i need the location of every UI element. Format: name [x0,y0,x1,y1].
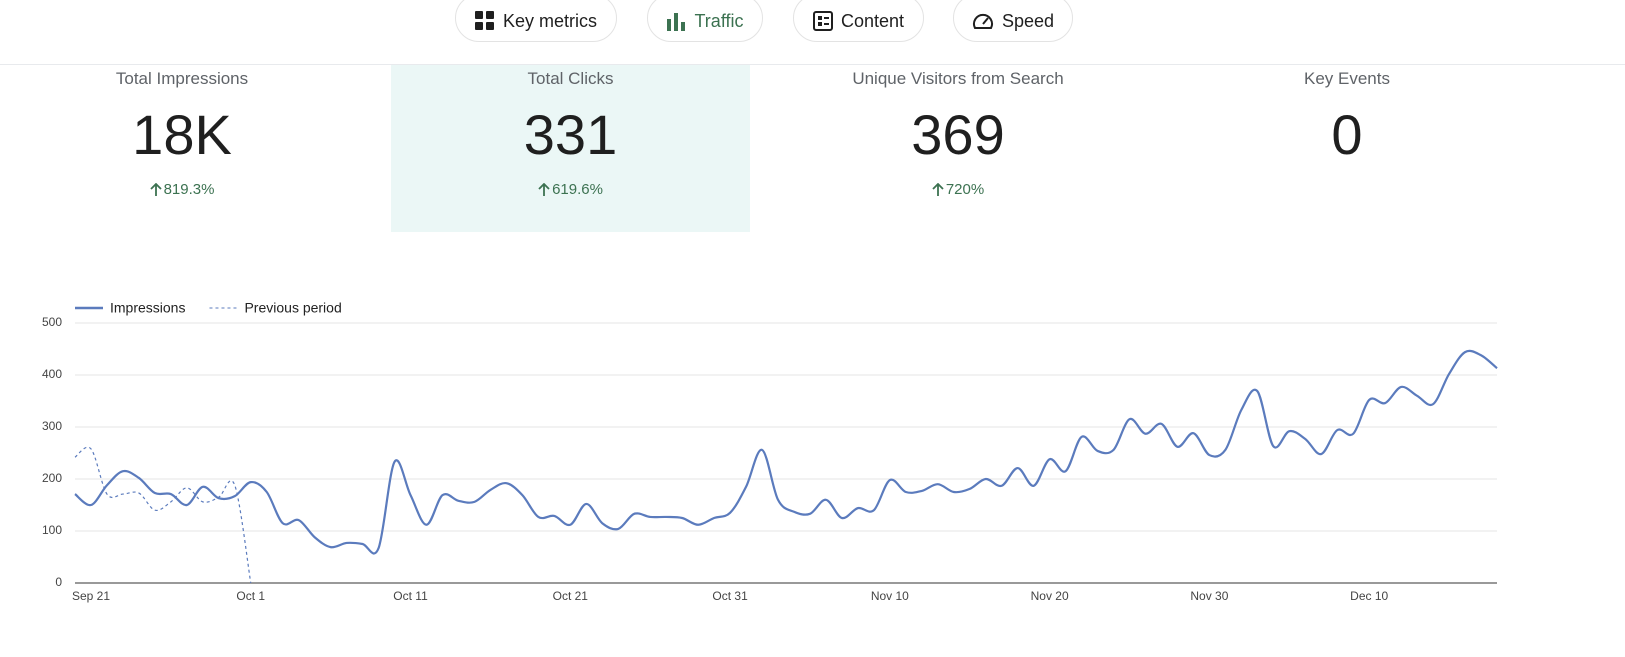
series-line [74,446,252,584]
up-arrow [932,182,944,196]
change-text: 819.3% [163,181,215,198]
metric-card[interactable]: Total Impressions 18K 819.3% [0,65,376,232]
tab[interactable]: Content [793,0,924,42]
metric-change: 819.3% [0,181,376,198]
x-tick-label: Nov 20 [1031,589,1069,603]
x-tick-label: Sep 21 [72,589,110,603]
metric-value: 369 [911,103,1005,166]
metric-label: Total Clicks [527,69,614,88]
tab-icon [972,13,993,29]
change-text: 720% [945,181,985,198]
tab-icon [667,13,686,31]
x-tick-label: Oct 11 [393,589,428,603]
y-tick-label: 100 [42,523,62,537]
x-tick-label: Dec 10 [1350,589,1388,603]
y-tick-label: 400 [42,367,62,381]
metric-change: 720% [764,181,1152,198]
tab-bar: Key metrics Traffic Content Speed [0,0,1625,65]
x-tick-label: Oct 1 [236,589,265,603]
tab-icon [474,11,494,30]
tab[interactable]: Key metrics [455,0,617,42]
y-tick-label: 300 [42,419,62,433]
tab-label: Content [840,10,905,31]
up-arrow [149,182,162,196]
metric-change: 619.6% [391,181,750,198]
y-tick-label: 200 [42,471,62,485]
metric-card[interactable]: Unique Visitors from Search 369 720% [764,65,1152,232]
y-tick-label: 0 [55,575,62,589]
change-text: 619.6% [552,181,603,198]
chart: 0 100 200 300 400 500 Sep 21 Oct 1 Oct 11 Oct 21 O… [42,300,1498,603]
metric-card[interactable]: Key Events 0 [1153,65,1541,232]
metric-value: 331 [523,103,618,166]
tab-label: Traffic [694,10,744,31]
tab-label: Speed [1001,10,1055,31]
x-tick-label: Oct 21 [553,589,589,603]
tab[interactable]: Speed [953,0,1073,42]
legend-label: Impressions [110,300,185,316]
tab-icon [812,11,833,31]
metric-label: Key Events [1304,69,1390,88]
metric-label: Unique Visitors from Search [852,69,1064,88]
metric-card[interactable]: Total Clicks 331 619.6% [391,65,750,232]
x-tick-label: Nov 30 [1190,589,1228,603]
x-tick-label: Oct 31 [712,589,748,603]
y-tick-label: 500 [42,315,62,329]
tab[interactable]: Traffic [647,0,763,42]
metric-value: 18K [132,103,232,166]
x-tick-label: Nov 10 [871,589,909,603]
metric-value: 0 [1331,103,1363,166]
metric-label: Total Impressions [115,69,249,88]
legend-label: Previous period [244,300,341,316]
series-line [74,349,1498,555]
up-arrow [538,182,550,196]
tab-label: Key metrics [502,10,598,31]
